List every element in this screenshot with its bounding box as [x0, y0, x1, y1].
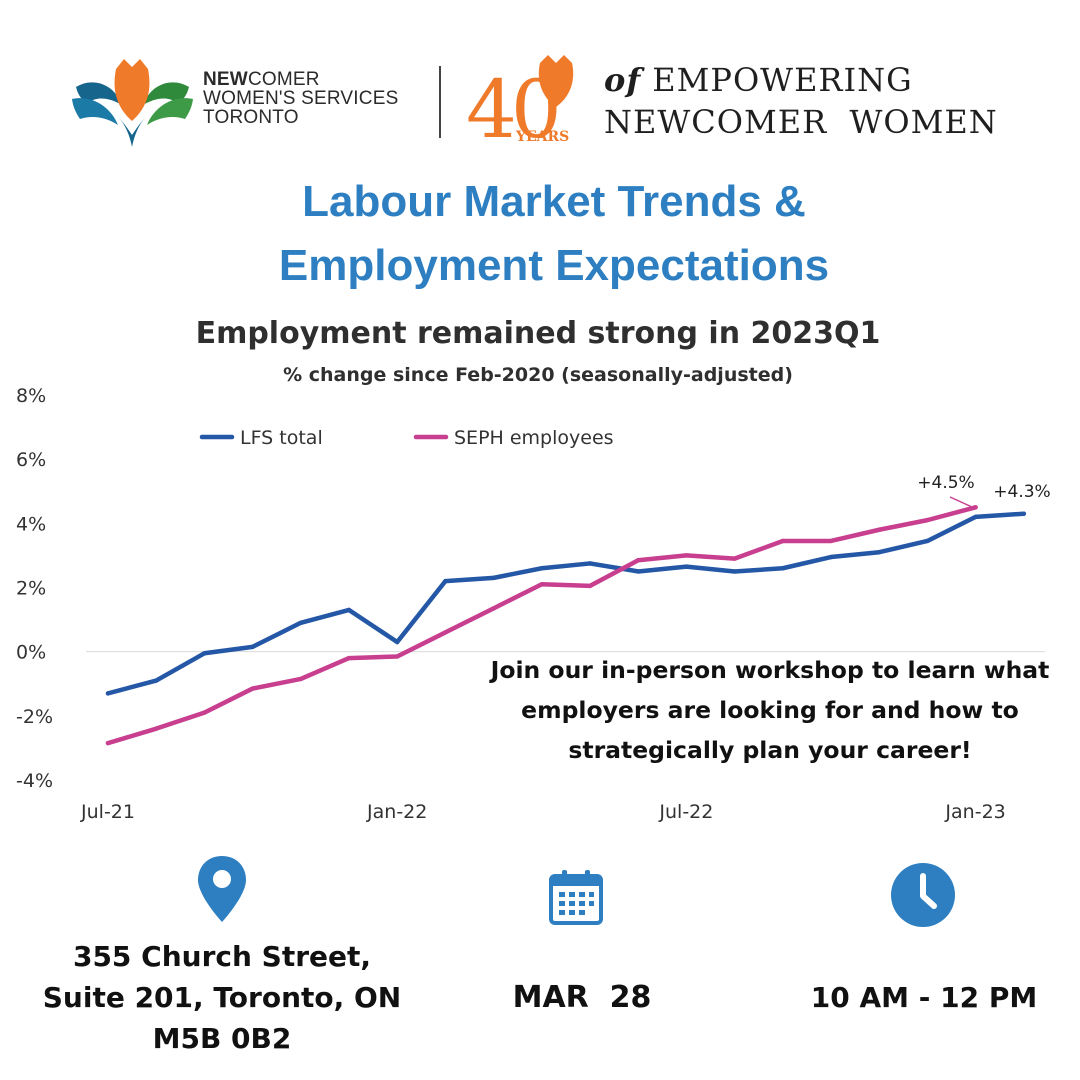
tagline-line2: NEWCOMER WOMEN: [604, 103, 998, 141]
data-annotation: +4.3%: [993, 482, 1050, 502]
event-date: MAR 28: [512, 980, 652, 1015]
org-name: NEWCOMER WOMEN'S SERVICES TORONTO: [203, 70, 398, 127]
data-point: [346, 655, 352, 661]
data-point: [443, 630, 448, 635]
data-point: [877, 550, 882, 555]
series-line-lfs-total: [105, 511, 1027, 696]
data-point: [587, 583, 593, 589]
clock-icon: [891, 863, 955, 927]
y-tick-label: 8%: [16, 385, 46, 407]
y-tick-label: -4%: [16, 770, 53, 792]
legend-label: LFS total: [240, 427, 323, 449]
data-point: [154, 678, 159, 683]
data-point: [780, 538, 785, 544]
data-point: [877, 527, 882, 532]
data-point: [684, 564, 689, 569]
data-point: [539, 582, 544, 587]
promo-line2: employers are looking for and how to: [521, 696, 1019, 724]
y-tick-label: 0%: [16, 642, 46, 664]
data-point: [732, 556, 737, 561]
promo-line1: Join our in-person workshop to learn wha…: [490, 656, 1050, 684]
data-point: [925, 517, 930, 523]
data-point: [732, 569, 737, 574]
data-point: [925, 538, 930, 544]
data-point: [105, 740, 111, 746]
annotation-leader: [949, 496, 973, 508]
data-point: [105, 691, 111, 696]
headline-line1: Labour Market Trends &: [302, 177, 806, 226]
address-line2: Suite 201, Toronto, ON: [42, 981, 402, 1014]
data-point: [491, 606, 496, 611]
legend-label: SEPH employees: [454, 427, 614, 449]
x-tick-label: Jul-21: [80, 801, 135, 823]
data-point: [202, 651, 207, 656]
data-point: [395, 654, 400, 659]
nwst-logo-icon: [72, 59, 193, 147]
data-point: [636, 569, 641, 574]
data-point: [202, 710, 207, 715]
address-line3: M5B 0B2: [152, 1022, 292, 1055]
anniversary-years: YEARS: [515, 129, 569, 145]
x-tick-label: Jan-22: [366, 801, 427, 823]
headline-line2: Employment Expectations: [278, 241, 830, 290]
event-address: 355 Church Street, Suite 201, Toronto, O…: [20, 936, 424, 1059]
data-annotation: +4.5%: [917, 473, 974, 493]
y-tick-label: 4%: [16, 513, 46, 535]
data-point: [346, 607, 352, 613]
data-point: [250, 644, 255, 650]
data-point: [395, 639, 400, 645]
address-line1: 355 Church Street,: [72, 940, 372, 973]
y-tick-label: -2%: [16, 706, 53, 728]
tagline-line1: of EMPOWERING: [604, 62, 913, 98]
x-tick-label: Jul-22: [658, 801, 713, 823]
y-tick-label: 2%: [16, 578, 46, 600]
org-name-line2: WOMEN'S SERVICES: [203, 88, 399, 109]
data-point: [250, 686, 255, 691]
org-name-line3: TORONTO: [203, 107, 299, 128]
header-divider: [439, 66, 441, 138]
data-point: [973, 514, 978, 520]
x-tick-label: Jan-23: [944, 801, 1005, 823]
org-name-bold: NEW: [203, 69, 248, 90]
anniversary-logo-icon: 40 YEARS: [466, 55, 574, 150]
data-point: [491, 575, 496, 581]
promo-line3: strategically plan your career!: [568, 736, 972, 764]
event-time: 10 AM - 12 PM: [810, 981, 1038, 1014]
chart-title: Employment remained strong in 2023Q1: [195, 316, 881, 351]
data-point: [828, 554, 834, 560]
workshop-promo: Join our in-person workshop to learn wha…: [470, 650, 1070, 770]
data-point: [1021, 511, 1026, 516]
data-point: [780, 566, 785, 571]
employment-line-chart: -4% -2% 0% 2% 4% 6% 8% Jul-21 Jan-22 Jul-22 Jan-23…: [16, 385, 1051, 823]
calendar-icon: [549, 870, 603, 925]
map-pin-icon: [198, 856, 246, 922]
tagline-empowering: EMPOWERING: [652, 61, 913, 99]
data-point: [154, 726, 159, 731]
data-point: [298, 676, 303, 682]
data-point: [973, 505, 978, 510]
data-point: [443, 578, 448, 584]
data-point: [684, 553, 689, 558]
data-point: [298, 620, 303, 625]
data-point: [587, 561, 593, 566]
chart-subtitle: % change since Feb-2020 (seasonally-adju…: [283, 364, 793, 386]
tagline-of: of: [604, 61, 642, 99]
y-tick-label: 6%: [16, 449, 46, 471]
org-name-line1: COMER: [247, 69, 320, 90]
data-point: [539, 566, 544, 571]
data-point: [636, 558, 641, 563]
data-point: [828, 538, 834, 544]
